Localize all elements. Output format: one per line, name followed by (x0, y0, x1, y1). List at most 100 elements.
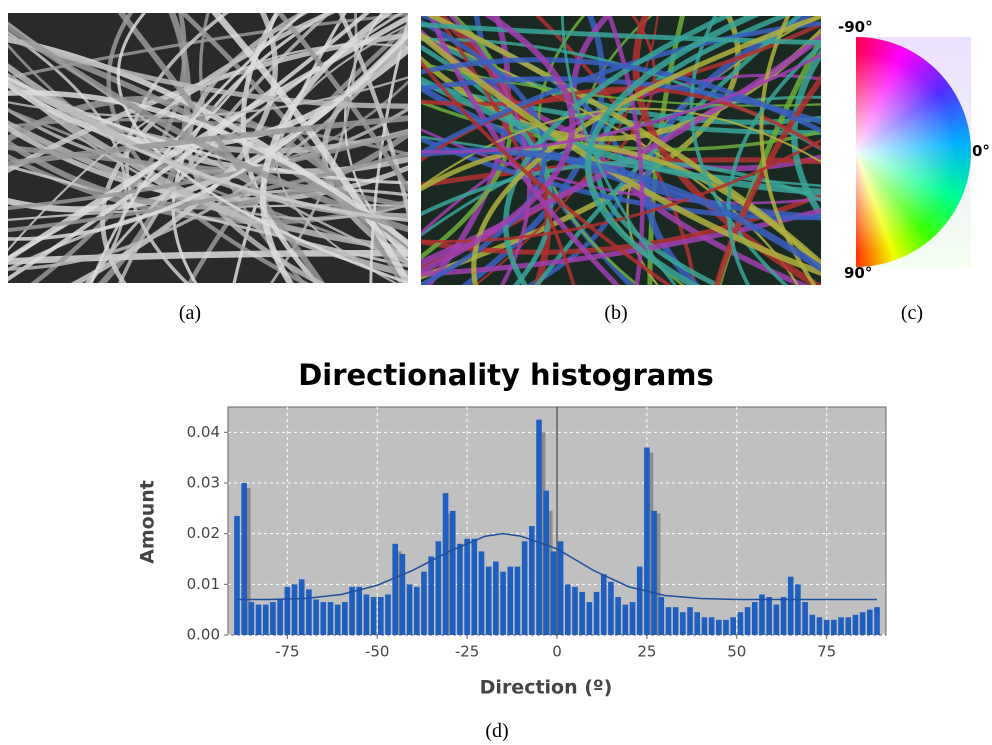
bar (500, 571, 506, 635)
bar (446, 513, 452, 635)
fiber (421, 57, 821, 134)
bar (464, 538, 470, 635)
bar (751, 602, 758, 635)
bar (449, 510, 456, 635)
bar (457, 543, 463, 635)
fiber (421, 160, 821, 217)
fiber (179, 13, 405, 283)
fiber (426, 16, 821, 267)
bar (701, 617, 708, 635)
fiber (503, 16, 733, 285)
bar (816, 617, 823, 635)
bar (298, 579, 305, 635)
bar (399, 553, 406, 635)
bar (244, 488, 251, 635)
fiber (791, 48, 821, 221)
bar (831, 619, 837, 635)
bar (838, 617, 844, 635)
bar (342, 602, 348, 635)
fiber (421, 16, 576, 275)
bar (395, 551, 402, 635)
bar (845, 617, 852, 635)
bar (859, 612, 866, 635)
y-tick-label: 0.04 (187, 423, 220, 441)
bar (493, 561, 499, 635)
bar (802, 602, 808, 635)
panel-label: (d) (485, 720, 509, 742)
fiber (8, 151, 408, 233)
bar (421, 571, 427, 635)
fiber (421, 76, 821, 196)
bar (248, 602, 255, 635)
bar (680, 612, 686, 635)
bar (636, 566, 643, 635)
bar (852, 614, 859, 635)
panel-label: (c) (900, 302, 924, 324)
x-tick-label: 0 (552, 643, 562, 661)
fiber (8, 144, 408, 209)
fiber (276, 13, 408, 194)
bar (392, 543, 399, 635)
fiber (421, 107, 821, 189)
bar (874, 607, 880, 635)
bar (349, 586, 355, 635)
bar (823, 619, 830, 635)
bar (730, 617, 736, 635)
y-tick-label: 0.03 (187, 474, 220, 492)
bar (723, 619, 729, 635)
bar (672, 607, 679, 635)
bar (320, 602, 327, 635)
bar (435, 541, 442, 635)
wheel-label: 90° (844, 264, 873, 282)
bar (687, 607, 693, 635)
fiber (421, 138, 821, 243)
fiber (8, 35, 408, 109)
fiber (726, 42, 821, 285)
x-tick-label: 25 (637, 643, 656, 661)
fiber (8, 249, 408, 265)
fiber (211, 13, 408, 283)
bar (795, 584, 801, 635)
bar (547, 510, 553, 635)
y-tick-label: 0.02 (187, 524, 220, 542)
bar (378, 597, 384, 635)
bar (262, 604, 269, 635)
bar (759, 594, 765, 635)
bar (615, 597, 621, 635)
chart: Directionality histograms Direction (º) … (137, 358, 887, 699)
bar (406, 584, 413, 635)
bar (277, 599, 283, 635)
fiber (30, 13, 187, 283)
fiber (8, 14, 408, 263)
bar (579, 591, 585, 635)
fiber (8, 13, 370, 282)
bar (809, 614, 816, 635)
bar (270, 602, 276, 635)
bar (773, 604, 780, 635)
bar (780, 597, 787, 635)
wheel-label: -90° (838, 18, 873, 36)
fiber (713, 73, 821, 285)
bar (564, 584, 571, 635)
bar (291, 584, 298, 635)
bar (507, 566, 514, 635)
y-axis-label: Amount (137, 480, 159, 564)
panel-label: (b) (604, 302, 628, 324)
bar (485, 566, 492, 635)
bar (514, 566, 521, 635)
fiber (89, 13, 306, 283)
bar (557, 541, 564, 635)
y-tick-label: 0.01 (187, 575, 220, 593)
fiber (584, 16, 760, 285)
bar (327, 602, 334, 635)
bar (521, 541, 528, 635)
bar (715, 619, 722, 635)
chart-title: Directionality histograms (298, 358, 714, 392)
sem-image (8, 13, 408, 283)
x-tick-label: -25 (455, 643, 480, 661)
bar (471, 538, 478, 635)
bar (654, 513, 661, 635)
bar (234, 515, 240, 635)
bar (737, 612, 744, 635)
